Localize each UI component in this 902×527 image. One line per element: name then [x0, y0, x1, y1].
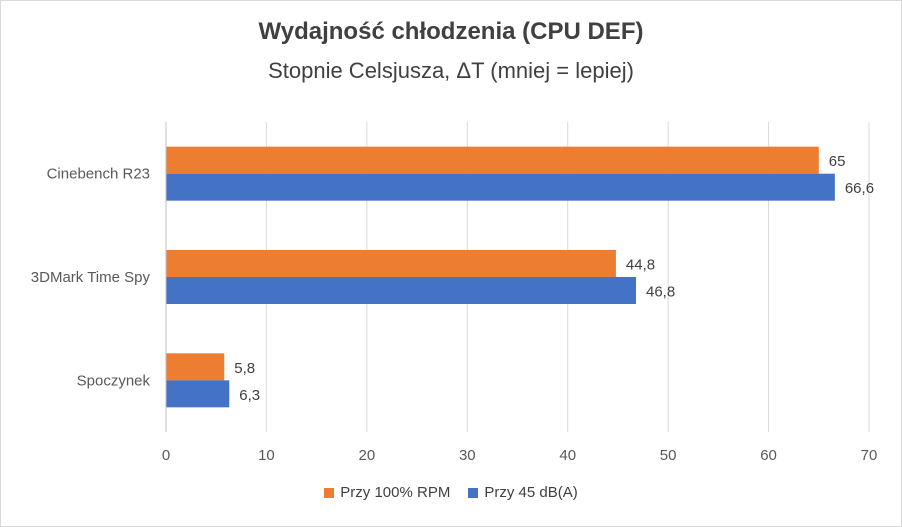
legend: Przy 100% RPM Przy 45 dB(A) [0, 484, 902, 501]
x-tick-label: 50 [660, 447, 677, 464]
chart-subtitle: Stopnie Celsjusza, ΔT (mniej = lepiej) [268, 58, 634, 83]
bar [166, 380, 230, 408]
data-label: 6,3 [239, 387, 260, 404]
x-tick-label: 20 [359, 447, 376, 464]
data-label: 66,6 [845, 180, 874, 197]
data-label: 5,8 [234, 360, 255, 377]
data-label: 44,8 [626, 257, 655, 274]
bar [166, 250, 616, 277]
x-tick-label: 30 [459, 447, 476, 464]
chart-title: Wydajność chłodzenia (CPU DEF) [258, 18, 644, 45]
legend-item-45db: Przy 45 dB(A) [468, 484, 578, 501]
legend-swatch-45db [468, 487, 479, 498]
bar [166, 277, 637, 304]
y-category-label: Cinebench R23 [47, 166, 150, 183]
y-category-label: 3DMark Time Spy [31, 269, 151, 286]
legend-label-100rpm: Przy 100% RPM [340, 484, 451, 501]
x-tick-label: 40 [559, 447, 576, 464]
data-label: 65 [829, 153, 846, 170]
legend-swatch-100rpm [324, 487, 335, 498]
legend-item-100rpm: Przy 100% RPM [324, 484, 450, 501]
x-tick-label: 0 [162, 447, 170, 464]
x-tick-label: 10 [258, 447, 275, 464]
legend-label-45db: Przy 45 dB(A) [484, 484, 578, 501]
data-label: 46,8 [646, 284, 675, 301]
y-category-label: Spoczynek [77, 372, 151, 389]
bar [166, 146, 819, 174]
x-tick-label: 60 [760, 447, 777, 464]
x-tick-label: 70 [861, 447, 878, 464]
bar [166, 173, 835, 201]
bar [166, 353, 225, 381]
